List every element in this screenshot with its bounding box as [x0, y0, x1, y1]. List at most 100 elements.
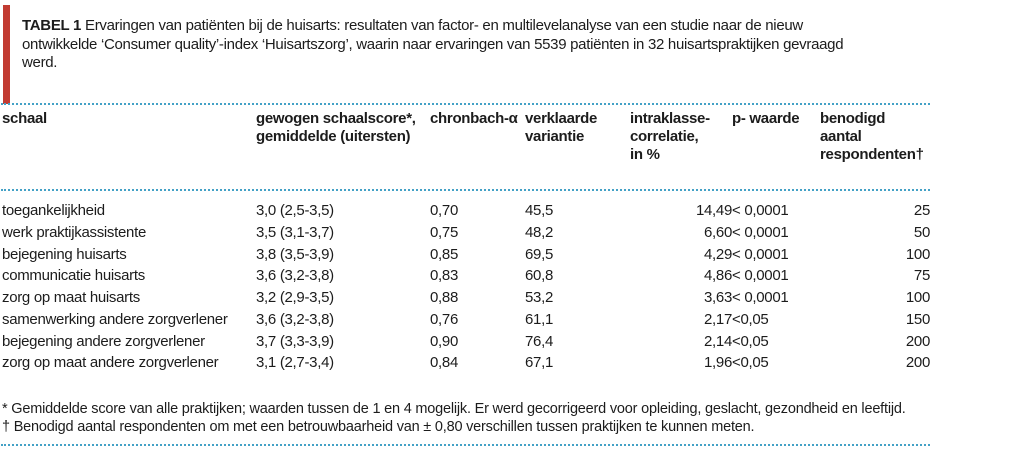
cell-r4-correlatie: 4,86: [704, 267, 732, 285]
cell-r7-schaal: bejegening andere zorgverlener: [2, 332, 205, 350]
header-gewogen-schaalscore: gewogen schaalscore*, gemiddelde (uiters…: [256, 110, 430, 200]
cell-r6-schaal: samenwerking andere zorgverlener: [2, 310, 228, 328]
header-line: p- waarde: [732, 110, 800, 127]
cell-r5-respondenten: 100: [905, 289, 930, 306]
cell-r4-chronbach: 0,83: [430, 267, 458, 285]
header-line: schaal: [2, 110, 47, 127]
cell-r6-respondenten: 150: [905, 310, 930, 328]
cell-r8-score: 3,1 (2,7-3,4): [256, 354, 334, 372]
cell-r3-chronbach: 0,85: [430, 245, 458, 263]
cell-r3-variantie: 69,5: [525, 245, 553, 263]
divider-header: [1, 189, 930, 191]
header-line: intraklasse-: [630, 110, 710, 127]
cell-r7-variantie: 76,4: [525, 332, 553, 350]
table-header: schaal gewogen schaalscore*, gemiddelde …: [2, 110, 930, 200]
table-row: toegankelijkheid 3,0 (2,5-3,5) 0,70 45,5…: [2, 200, 930, 222]
table-row: communicatie huisarts 3,6 (3,2-3,8) 0,83…: [2, 265, 930, 287]
cell-r3-p-waarde: < 0,0001: [732, 245, 789, 263]
cell-r4-variantie: 60,8: [525, 267, 553, 285]
header-chronbach-alpha: chronbach-α: [430, 110, 525, 200]
cell-r2-variantie: 48,2: [525, 223, 553, 241]
cell-r5-chronbach: 0,88: [430, 289, 458, 306]
cell-r7-chronbach: 0,90: [430, 332, 458, 350]
header-intraklasse-correlatie: intraklasse- correlatie, in %: [630, 110, 732, 200]
divider-top: [1, 103, 930, 105]
cell-r8-chronbach: 0,84: [430, 354, 458, 372]
header-schaal: schaal: [2, 110, 256, 200]
cell-r6-correlatie: 2,17: [704, 310, 732, 328]
table-row: zorg op maat andere zorgverlener 3,1 (2,…: [2, 352, 930, 374]
header-line: variantie: [525, 128, 584, 145]
caption-line-2: ontwikkelde ‘Consumer quality’-index ‘Hu…: [22, 35, 844, 53]
header-line: aantal: [820, 128, 862, 145]
cell-r7-p-waarde: <0,05: [732, 332, 769, 350]
cell-r1-correlatie: 14,49: [695, 202, 732, 219]
cell-r4-p-waarde: < 0,0001: [732, 267, 789, 285]
table-row: werk praktijkassistente 3,5 (3,1-3,7) 0,…: [2, 222, 930, 244]
cell-r5-schaal: zorg op maat huisarts: [2, 289, 140, 306]
cell-r1-chronbach: 0,70: [430, 202, 458, 219]
cell-r1-schaal: toegankelijkheid: [2, 202, 105, 219]
cell-r3-correlatie: 4,29: [704, 245, 732, 263]
cell-r1-p-waarde: < 0,0001: [732, 202, 789, 219]
table-number-label: TABEL 1: [22, 17, 82, 34]
header-row: schaal gewogen schaalscore*, gemiddelde …: [2, 110, 930, 200]
cell-r5-variantie: 53,2: [525, 289, 553, 306]
cell-r5-score: 3,2 (2,9-3,5): [256, 289, 334, 306]
header-line: chronbach-α: [430, 110, 518, 127]
caption-line-3: werd.: [22, 54, 58, 71]
header-line: correlatie,: [630, 128, 699, 145]
cell-r8-variantie: 67,1: [525, 354, 553, 372]
cell-r1-score: 3,0 (2,5-3,5): [256, 202, 334, 219]
cell-r8-schaal: zorg op maat andere zorgverlener: [2, 354, 219, 372]
table-body: toegankelijkheid 3,0 (2,5-3,5) 0,70 45,5…: [2, 200, 930, 374]
footnotes: * Gemiddelde score van alle praktijken; …: [2, 400, 942, 436]
cell-r7-respondenten: 200: [905, 332, 930, 350]
table-row: bejegening huisarts 3,8 (3,5-3,9) 0,85 6…: [2, 244, 930, 266]
header-benodigd-respondenten: benodigd aantal respondenten†: [820, 110, 930, 200]
footnote-dagger: † Benodigd aantal respondenten om met ee…: [2, 419, 755, 435]
table-row: bejegening andere zorgverlener 3,7 (3,3-…: [2, 331, 930, 353]
cell-r8-respondenten: 200: [905, 354, 930, 372]
cell-r8-correlatie: 1,96: [704, 354, 732, 372]
cell-r7-score: 3,7 (3,3-3,9): [256, 332, 334, 350]
results-table: schaal gewogen schaalscore*, gemiddelde …: [2, 110, 930, 374]
cell-r4-schaal: communicatie huisarts: [2, 267, 145, 285]
cell-r7-correlatie: 2,14: [704, 332, 732, 350]
cell-r2-p-waarde: < 0,0001: [732, 223, 789, 241]
cell-r3-schaal: bejegening huisarts: [2, 245, 127, 263]
cell-r3-score: 3,8 (3,5-3,9): [256, 245, 334, 263]
cell-r5-p-waarde: < 0,0001: [732, 289, 789, 306]
cell-r6-chronbach: 0,76: [430, 310, 458, 328]
cell-r5-correlatie: 3,63: [704, 289, 732, 306]
cell-r1-respondenten: 25: [913, 202, 930, 219]
header-line: respondenten†: [820, 146, 924, 163]
caption-line-1: TABEL 1 Ervaringen van patiënten bij de h…: [22, 17, 932, 36]
header-line: in %: [630, 146, 660, 163]
header-line: gemiddelde (uitersten): [256, 128, 411, 145]
cell-r6-p-waarde: <0,05: [732, 310, 769, 328]
cell-r2-correlatie: 6,60: [704, 223, 732, 241]
header-line: gewogen schaalscore*,: [256, 110, 416, 127]
header-line: benodigd: [820, 110, 886, 127]
cell-r2-respondenten: 50: [913, 223, 930, 241]
header-p-waarde: p- waarde: [732, 110, 820, 200]
cell-r6-variantie: 61,1: [525, 310, 553, 328]
cell-r4-respondenten: 75: [913, 267, 930, 285]
cell-r2-schaal: werk praktijkassistente: [2, 223, 146, 241]
cell-r4-score: 3,6 (3,2-3,8): [256, 267, 334, 285]
cell-r8-p-waarde: <0,05: [732, 354, 769, 372]
footnote-asterisk: * Gemiddelde score van alle praktijken; …: [2, 401, 906, 417]
cell-r3-respondenten: 100: [905, 245, 930, 263]
cell-r2-chronbach: 0,75: [430, 223, 458, 241]
table-row: samenwerking andere zorgverlener 3,6 (3,…: [2, 309, 930, 331]
header-line: verklaarde: [525, 110, 598, 127]
divider-bottom: [1, 444, 930, 446]
cell-r2-score: 3,5 (3,1-3,7): [256, 223, 334, 241]
table-row: zorg op maat huisarts 3,2 (2,9-3,5) 0,88…: [2, 287, 930, 309]
cell-r1-variantie: 45,5: [525, 202, 553, 219]
cell-r6-score: 3,6 (3,2-3,8): [256, 310, 334, 328]
header-verklaarde-variantie: verklaarde variantie: [525, 110, 630, 200]
table-caption: TABEL 1 Ervaringen van patiënten bij de h…: [22, 17, 932, 73]
